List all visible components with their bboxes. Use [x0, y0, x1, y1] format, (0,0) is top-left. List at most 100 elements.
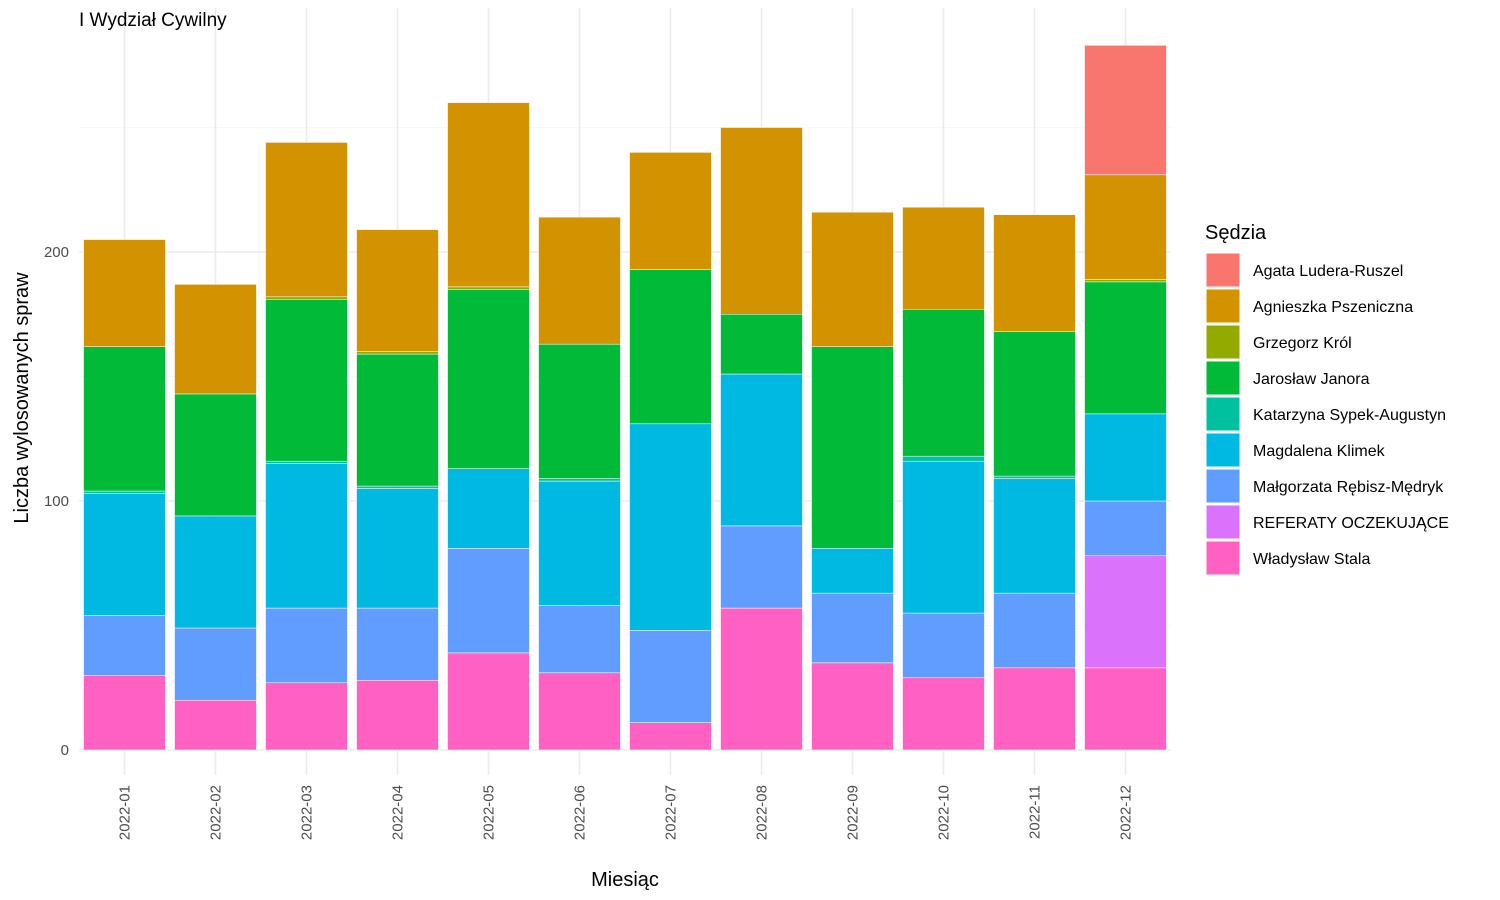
- legend-key: [1205, 288, 1241, 324]
- bar-segment: Małgorzata Rębisz-Mędryk (2022-06): 27: [538, 605, 621, 674]
- bar-segment: Władysław Stala (2022-06): 31: [538, 672, 621, 751]
- bar-segment: Jarosław Janora (2022-10): 59: [902, 309, 985, 457]
- x-tick-label: 2022-07: [663, 785, 680, 840]
- x-tick-label: 2022-12: [1118, 785, 1135, 840]
- bar-segment: Jarosław Janora (2022-09): 81: [811, 346, 894, 549]
- bar-segment: Agnieszka Pszeniczna (2022-09): 54: [811, 211, 894, 347]
- legend-label: Jarosław Janora: [1253, 371, 1370, 388]
- bar-segment: Małgorzata Rębisz-Mędryk (2022-03): 30: [265, 607, 348, 684]
- bar-segment: Katarzyna Sypek-Augustyn (2022-01): 1: [83, 490, 166, 494]
- bar-segment: Magdalena Klimek (2022-04): 48: [356, 488, 439, 609]
- legend-label: Katarzyna Sypek-Augustyn: [1253, 407, 1446, 424]
- bar-segment: Władysław Stala (2022-10): 29: [902, 677, 985, 751]
- bar-segment: Jarosław Janora (2022-03): 65: [265, 299, 348, 462]
- legend-key: [1205, 252, 1241, 288]
- y-tick-label: 0: [61, 742, 69, 759]
- bar-segment: Magdalena Klimek (2022-11): 46: [993, 478, 1076, 594]
- x-tick-label: 2022-03: [299, 785, 316, 840]
- bars-layer: Władysław Stala (2022-01): 30Małgorzata …: [83, 45, 1167, 751]
- bar-segment: Małgorzata Rębisz-Mędryk (2022-08): 33: [720, 525, 803, 609]
- x-tick-label: 2022-04: [390, 785, 407, 840]
- x-tick-label: 2022-06: [572, 785, 589, 840]
- bar-segment: Jarosław Janora (2022-01): 58: [83, 346, 166, 492]
- bar-segment: Jarosław Janora (2022-11): 58: [993, 331, 1076, 477]
- bar-segment: Grzegorz Król (2022-03): 1: [265, 296, 348, 300]
- bar-segment: Władysław Stala (2022-12): 33: [1084, 667, 1167, 751]
- bar-segment: Magdalena Klimek (2022-12): 35: [1084, 413, 1167, 502]
- bar-segment: Władysław Stala (2022-02): 20: [174, 699, 257, 751]
- axis-layer: 0 100 200 2022-01 2022-02 2022-03 2022-04 2022-…: [44, 244, 1135, 840]
- bar-segment: Katarzyna Sypek-Augustyn (2022-03): 1: [265, 460, 348, 464]
- legend-label: Agata Ludera-Ruszel: [1253, 263, 1403, 280]
- bar-segment: Władysław Stala (2022-07): 11: [629, 722, 712, 751]
- bar-segment: Władysław Stala (2022-05): 39: [447, 652, 530, 751]
- bar-segment: Jarosław Janora (2022-04): 53: [356, 353, 439, 487]
- bar-segment: Władysław Stala (2022-09): 35: [811, 662, 894, 751]
- bar-segment: Małgorzata Rębisz-Mędryk (2022-11): 30: [993, 592, 1076, 669]
- y-axis-title: Liczba wylosowanych spraw: [11, 272, 33, 524]
- bar-segment: Agata Ludera-Ruszel (2022-12): 52: [1084, 45, 1167, 176]
- x-tick-label: 2022-10: [936, 785, 953, 840]
- bar-segment: Magdalena Klimek (2022-01): 49: [83, 493, 166, 616]
- bar-segment: Małgorzata Rębisz-Mędryk (2022-01): 24: [83, 615, 166, 676]
- bar-segment: REFERATY OCZEKUJĄCE (2022-12): 45: [1084, 555, 1167, 669]
- legend-label: REFERATY OCZEKUJĄCE: [1253, 515, 1449, 532]
- bar-segment: Agnieszka Pszeniczna (2022-10): 41: [902, 206, 985, 310]
- bar-segment: Małgorzata Rębisz-Mędryk (2022-02): 29: [174, 627, 257, 701]
- bar-segment: Katarzyna Sypek-Augustyn (2022-06): 1: [538, 478, 621, 482]
- x-axis-title: Miesiąc: [591, 869, 659, 891]
- legend-key: [1205, 504, 1241, 540]
- bar-segment: Jarosław Janora (2022-07): 62: [629, 269, 712, 425]
- legend-key: [1205, 360, 1241, 396]
- bar-segment: Jarosław Janora (2022-08): 24: [720, 314, 803, 375]
- bar-segment: Agnieszka Pszeniczna (2022-04): 49: [356, 229, 439, 352]
- bar-segment: Małgorzata Rębisz-Mędryk (2022-05): 42: [447, 548, 530, 654]
- x-tick-label: 2022-11: [1027, 785, 1044, 839]
- bar-segment: Agnieszka Pszeniczna (2022-06): 51: [538, 216, 621, 345]
- x-tick-label: 2022-01: [117, 785, 134, 840]
- x-tick-label: 2022-02: [208, 785, 225, 840]
- bar-segment: Władysław Stala (2022-08): 57: [720, 607, 803, 751]
- legend-label: Agnieszka Pszeniczna: [1253, 299, 1413, 316]
- bar-segment: Magdalena Klimek (2022-08): 61: [720, 373, 803, 527]
- y-tick-label: 200: [44, 244, 69, 261]
- legend-label: Grzegorz Król: [1253, 335, 1352, 352]
- x-tick-label: 2022-05: [481, 785, 498, 840]
- bar-segment: Grzegorz Król (2022-05): 1: [447, 286, 530, 290]
- bar-segment: Magdalena Klimek (2022-03): 58: [265, 463, 348, 609]
- legend: Sędzia Agata Ludera-Ruszel Agnieszka Psze…: [1205, 222, 1449, 576]
- legend-label: Magdalena Klimek: [1253, 443, 1386, 460]
- bar-segment: Agnieszka Pszeniczna (2022-08): 75: [720, 127, 803, 315]
- bar-segment: Agnieszka Pszeniczna (2022-05): 74: [447, 102, 530, 288]
- bar-segment: Magdalena Klimek (2022-06): 50: [538, 480, 621, 606]
- bar-segment: Jarosław Janora (2022-05): 72: [447, 289, 530, 469]
- bar-segment: Agnieszka Pszeniczna (2022-03): 62: [265, 142, 348, 298]
- chart-title: I Wydział Cywilny: [79, 10, 227, 31]
- legend-title: Sędzia: [1205, 222, 1267, 244]
- legend-label: Małgorzata Rębisz-Mędryk: [1253, 479, 1444, 496]
- bar-segment: Agnieszka Pszeniczna (2022-11): 47: [993, 214, 1076, 332]
- bar-segment: Magdalena Klimek (2022-10): 61: [902, 460, 985, 614]
- legend-key: [1205, 324, 1241, 360]
- bar-segment: Agnieszka Pszeniczna (2022-01): 43: [83, 239, 166, 347]
- bar-segment: Małgorzata Rębisz-Mędryk (2022-10): 26: [902, 612, 985, 679]
- bar-segment: Jarosław Janora (2022-02): 49: [174, 393, 257, 517]
- bar-segment: Agnieszka Pszeniczna (2022-12): 42: [1084, 174, 1167, 280]
- bar-segment: Władysław Stala (2022-11): 33: [993, 667, 1076, 751]
- bar-segment: Władysław Stala (2022-01): 30: [83, 675, 166, 751]
- bar-segment: Magdalena Klimek (2022-07): 83: [629, 423, 712, 631]
- bar-segment: Grzegorz Król (2022-04): 1: [356, 351, 439, 355]
- bar-segment: Jarosław Janora (2022-06): 54: [538, 343, 621, 479]
- legend-key: [1205, 396, 1241, 432]
- bar-segment: Małgorzata Rębisz-Mędryk (2022-09): 28: [811, 592, 894, 664]
- bar-segment: Magdalena Klimek (2022-02): 45: [174, 515, 257, 629]
- y-tick-label: 100: [44, 493, 69, 510]
- legend-key: [1205, 468, 1241, 504]
- bar-segment: Magdalena Klimek (2022-05): 32: [447, 468, 530, 549]
- bar-segment: Katarzyna Sypek-Augustyn (2022-04): 1: [356, 485, 439, 489]
- legend-label: Władysław Stala: [1253, 551, 1370, 568]
- bar-segment: Katarzyna Sypek-Augustyn (2022-10): 2: [902, 455, 985, 462]
- bar-segment: Jarosław Janora (2022-12): 53: [1084, 281, 1167, 415]
- bar-segment: Grzegorz Król (2022-12): 1: [1084, 279, 1167, 283]
